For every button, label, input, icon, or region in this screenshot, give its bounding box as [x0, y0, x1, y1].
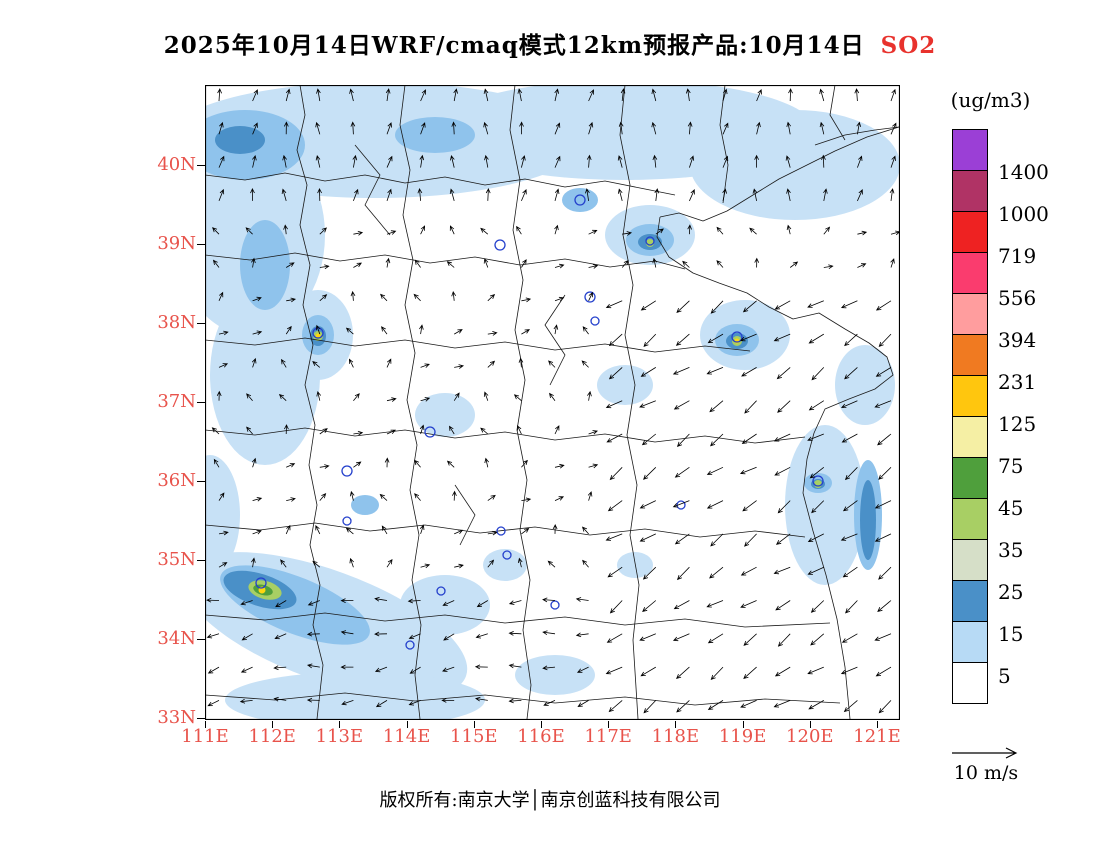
colorbar-segment — [952, 580, 988, 622]
lon-axis-label: 111E — [181, 726, 229, 747]
colorbar-level-label: 719 — [998, 244, 1037, 268]
colorbar-segment — [952, 375, 988, 417]
lon-axis-tick — [809, 721, 811, 728]
colorbar-segment — [952, 621, 988, 663]
wind-scale-arrow-icon — [952, 747, 1018, 759]
lon-axis-label: 121E — [853, 726, 901, 747]
colorbar-segment — [952, 129, 988, 171]
lon-axis-tick — [541, 721, 542, 728]
forecast-map — [165, 80, 901, 728]
colorbar — [952, 129, 988, 704]
map-canvas — [165, 80, 901, 728]
colorbar-level-label: 45 — [998, 496, 1024, 520]
map-border — [204, 84, 901, 721]
lat-axis-label: 35N — [157, 549, 196, 570]
colorbar-segment — [952, 170, 988, 212]
lat-axis-tick — [197, 639, 205, 640]
colorbar-units-label: (ug/m3) — [950, 88, 1031, 112]
lat-axis-tick — [197, 560, 205, 561]
lon-axis-tick — [272, 721, 274, 728]
colorbar-level-label: 5 — [998, 664, 1011, 688]
lon-axis-label: 118E — [651, 726, 700, 747]
colorbar-segment — [952, 457, 988, 499]
city-markers — [255, 194, 824, 650]
colorbar-segment — [952, 334, 988, 376]
colorbar-level-label: 35 — [998, 538, 1024, 562]
lon-axis-label: 113E — [315, 726, 364, 747]
colorbar-level-label: 394 — [998, 328, 1037, 352]
lat-axis-tick — [197, 402, 205, 403]
lat-axis-tick — [197, 323, 205, 324]
lon-axis-label: 115E — [450, 726, 498, 747]
lat-axis-label: 34N — [157, 628, 196, 649]
lon-axis-tick — [877, 721, 878, 728]
colorbar-segment — [952, 416, 988, 458]
colorbar-segment — [952, 498, 988, 540]
lat-axis-label: 39N — [157, 233, 196, 254]
lon-axis-tick — [406, 721, 408, 728]
lon-axis-tick — [742, 721, 744, 728]
colorbar-level-label: 1400 — [998, 160, 1049, 184]
lon-axis-label: 112E — [248, 726, 296, 747]
colorbar-level-label: 25 — [998, 580, 1024, 604]
colorbar-level-label: 556 — [998, 286, 1037, 310]
colorbar-level-label: 15 — [998, 622, 1024, 646]
lat-axis-label: 40N — [157, 154, 196, 175]
page-title: 2025年10月14日WRF/cmaq模式12km预报产品:10月14日 SO2 — [0, 26, 1100, 60]
wind-scale-label: 10 m/s — [953, 762, 1019, 784]
lon-axis-label: 117E — [584, 726, 632, 747]
copyright-footer: 版权所有:南京大学│南京创蓝科技有限公司 — [379, 790, 721, 811]
lon-axis-tick — [608, 721, 610, 728]
colorbar-level-label: 231 — [998, 370, 1037, 394]
colorbar-segment — [952, 539, 988, 581]
colorbar-segment — [952, 252, 988, 294]
colorbar-level-label: 75 — [998, 454, 1024, 478]
colorbar-segment — [952, 293, 988, 335]
lat-axis-label: 38N — [157, 312, 196, 333]
title-main: 2025年10月14日WRF/cmaq模式12km预报产品:10月14日 — [163, 32, 865, 59]
lon-axis-tick — [473, 721, 475, 728]
lon-axis-label: 116E — [517, 726, 565, 747]
lat-axis-label: 33N — [157, 707, 196, 728]
lon-axis-tick — [339, 721, 341, 728]
lat-axis-label: 36N — [157, 470, 196, 491]
hotspot-cores — [248, 239, 822, 600]
lon-axis-label: 119E — [718, 726, 767, 747]
wind-arrows — [206, 88, 901, 714]
colorbar-segment — [952, 662, 988, 704]
lat-axis-tick — [197, 244, 205, 245]
lat-axis-label: 37N — [157, 391, 196, 412]
lat-axis-tick — [197, 481, 205, 482]
lon-axis-label: 114E — [382, 726, 431, 747]
colorbar-level-label: 125 — [998, 412, 1037, 436]
lon-axis-label: 120E — [786, 726, 834, 747]
lat-axis-tick — [197, 165, 205, 166]
colorbar-level-label: 1000 — [998, 202, 1049, 226]
colorbar-segment — [952, 211, 988, 253]
lat-axis-tick — [197, 718, 205, 719]
lon-axis-tick — [675, 721, 677, 728]
title-species: SO2 — [880, 32, 937, 59]
lon-axis-tick — [205, 721, 206, 728]
